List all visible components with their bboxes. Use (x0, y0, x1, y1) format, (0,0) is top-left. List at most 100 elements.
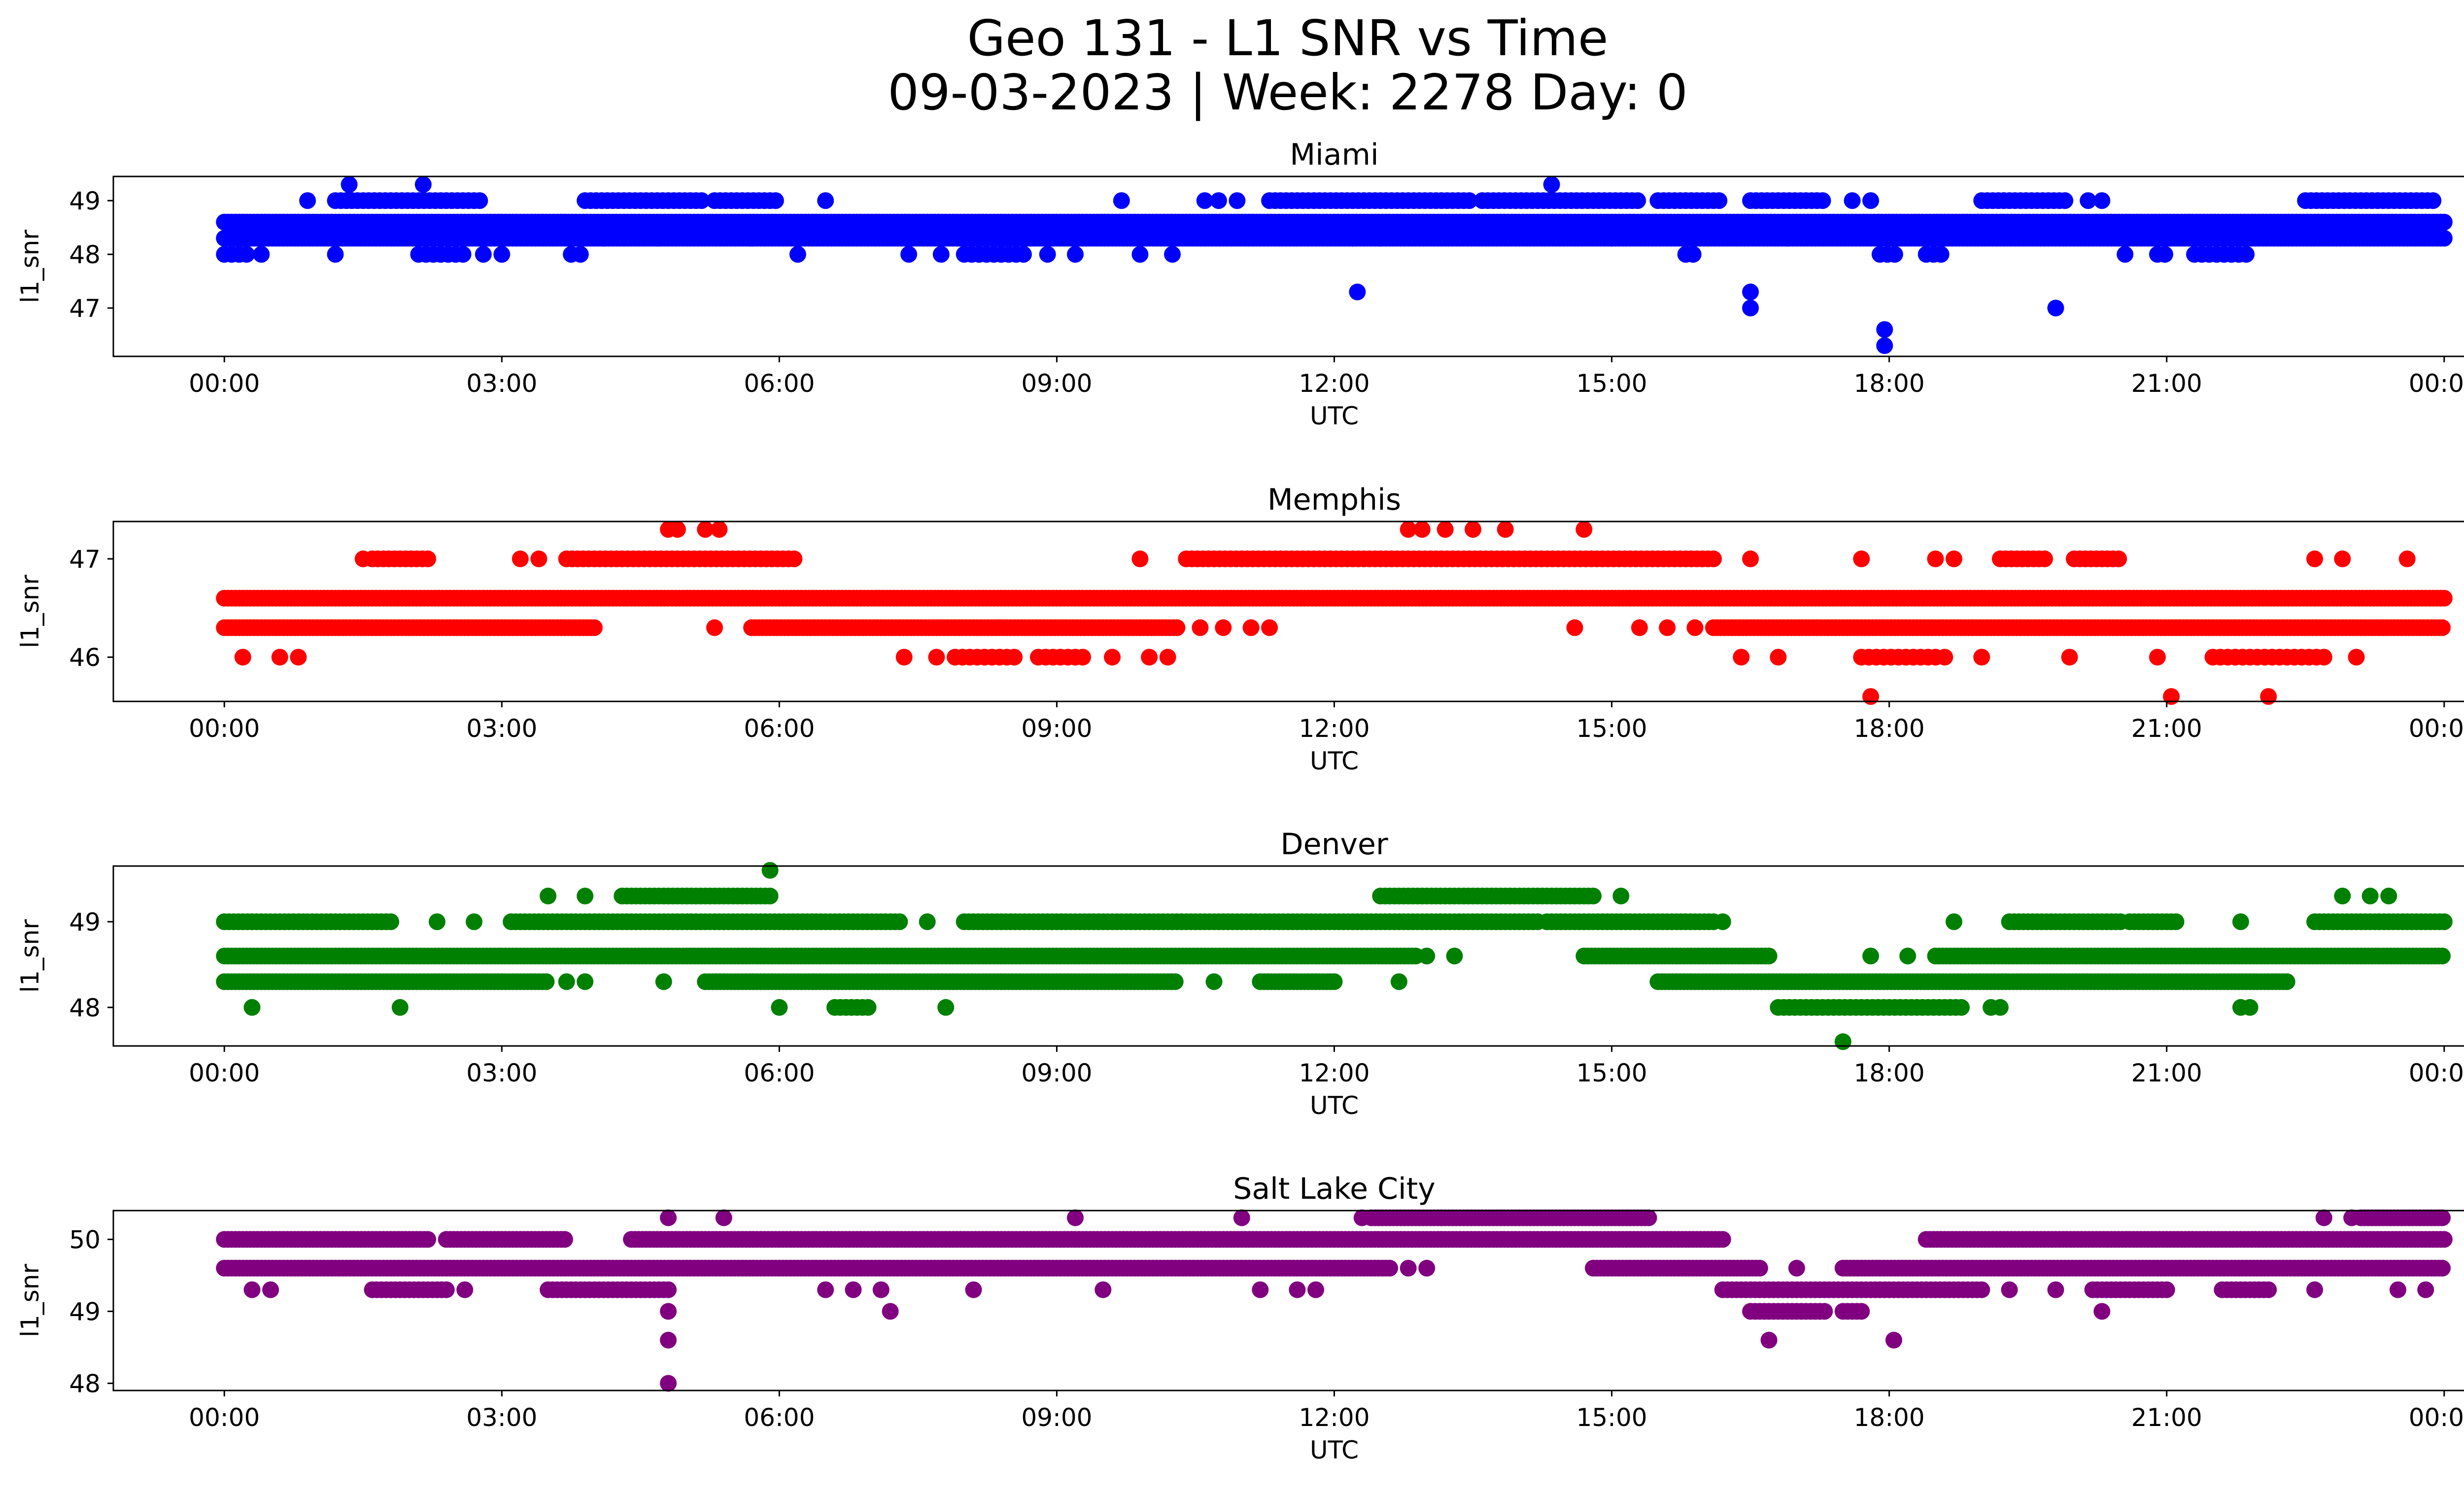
data-point (2080, 192, 2097, 209)
data-point (2434, 1259, 2451, 1277)
y-axis-label: l1_snr (16, 575, 44, 648)
data-point (327, 246, 344, 263)
data-points (216, 1209, 2453, 1392)
y-tick-label: 46 (69, 643, 101, 672)
subplot-title: Denver (1280, 827, 1388, 862)
data-point (789, 246, 806, 263)
data-point (1543, 176, 1560, 193)
subplot-memphis: 00:00 03:00 06:00 09:00 12:00 15:00 18:00 21:00… (16, 483, 2464, 775)
data-point (1131, 550, 1149, 567)
data-point (2061, 649, 2078, 666)
x-tick-label: 21:00 (2131, 369, 2202, 398)
data-point (669, 521, 686, 538)
data-point (2306, 550, 2323, 567)
data-point (2348, 649, 2365, 666)
data-point (572, 246, 589, 263)
data-point (414, 176, 432, 193)
y-tick-label: 47 (69, 294, 101, 323)
data-point (577, 887, 594, 904)
data-point (540, 887, 557, 904)
subplot-title: Miami (1290, 138, 1378, 172)
data-point (1953, 999, 1970, 1016)
x-tick-label: 15:00 (1576, 1059, 1647, 1087)
data-point (1446, 947, 1463, 965)
data-point (895, 649, 913, 666)
data-point (1168, 619, 1186, 636)
data-point (859, 999, 877, 1016)
data-point (697, 521, 714, 538)
data-point (1344, 230, 1361, 247)
data-point (1862, 947, 1880, 965)
x-tick-label: 06:00 (744, 714, 815, 743)
data-point (2334, 550, 2351, 567)
data-point (1229, 192, 1246, 209)
data-point (2093, 192, 2111, 209)
data-point (817, 192, 834, 209)
x-tick-label: 18:00 (1854, 714, 1925, 743)
data-point (577, 973, 594, 990)
data-point (2238, 246, 2255, 263)
x-tick-label: 03:00 (466, 714, 537, 743)
x-tick-label: 09:00 (1021, 369, 1092, 398)
data-point (771, 999, 788, 1016)
data-point (1733, 649, 1750, 666)
data-point (2163, 688, 2180, 705)
data-point (1862, 688, 1880, 705)
data-point (2149, 649, 2166, 666)
data-point (1159, 649, 1176, 666)
data-point (1973, 649, 1990, 666)
data-point (2036, 550, 2053, 567)
data-point (1631, 619, 1648, 636)
data-point (1566, 619, 1583, 636)
data-point (290, 649, 307, 666)
data-point (2156, 246, 2173, 263)
data-point (900, 246, 918, 263)
x-tick-label: 09:00 (1021, 714, 1092, 743)
data-point (2232, 999, 2249, 1016)
data-point (1413, 521, 1431, 538)
data-point (1164, 246, 1181, 263)
data-point (1946, 550, 1962, 567)
x-tick-label: 06:00 (744, 369, 815, 398)
data-point (1418, 947, 1436, 965)
data-point (2047, 299, 2064, 316)
subplot-title: Memphis (1267, 483, 1401, 517)
x-tick-label: 00:00 (189, 714, 260, 743)
x-tick-label: 12:00 (1299, 1059, 1369, 1087)
data-point (1006, 649, 1023, 666)
data-point (937, 999, 955, 1016)
data-point (538, 973, 555, 990)
x-tick-label: 00:00 (2409, 369, 2464, 398)
data-point (419, 550, 437, 567)
data-point (2315, 649, 2332, 666)
data-point (1141, 649, 1158, 666)
data-point (530, 550, 548, 567)
data-point (2334, 887, 2351, 904)
subplot-salt-lake-city: 00:00 03:00 06:00 09:00 12:00 15:00 18:00 21:00… (16, 1172, 2464, 1464)
data-point (1603, 230, 1620, 247)
data-point (1770, 649, 1787, 666)
data-point (299, 192, 316, 209)
y-tick-label: 48 (69, 994, 101, 1022)
x-tick-label: 18:00 (1854, 369, 1925, 398)
x-tick-label: 03:00 (466, 369, 537, 398)
axes-frame (112, 521, 2464, 702)
y-tick-label: 48 (69, 241, 101, 269)
x-axis-label: UTC (1310, 402, 1359, 430)
data-point (1437, 521, 1454, 538)
data-point (2278, 973, 2295, 990)
data-point (1760, 947, 1778, 965)
data-point (786, 550, 803, 567)
data-point (1205, 973, 1223, 990)
data-point (493, 246, 511, 263)
data-point (1461, 192, 1478, 209)
data-point (234, 649, 251, 666)
data-point (1585, 887, 1602, 904)
data-point (512, 550, 529, 567)
x-tick-label: 00:00 (2409, 714, 2464, 743)
data-point (2425, 192, 2442, 209)
x-tick-label: 03:00 (466, 1059, 537, 1087)
data-point (271, 649, 288, 666)
